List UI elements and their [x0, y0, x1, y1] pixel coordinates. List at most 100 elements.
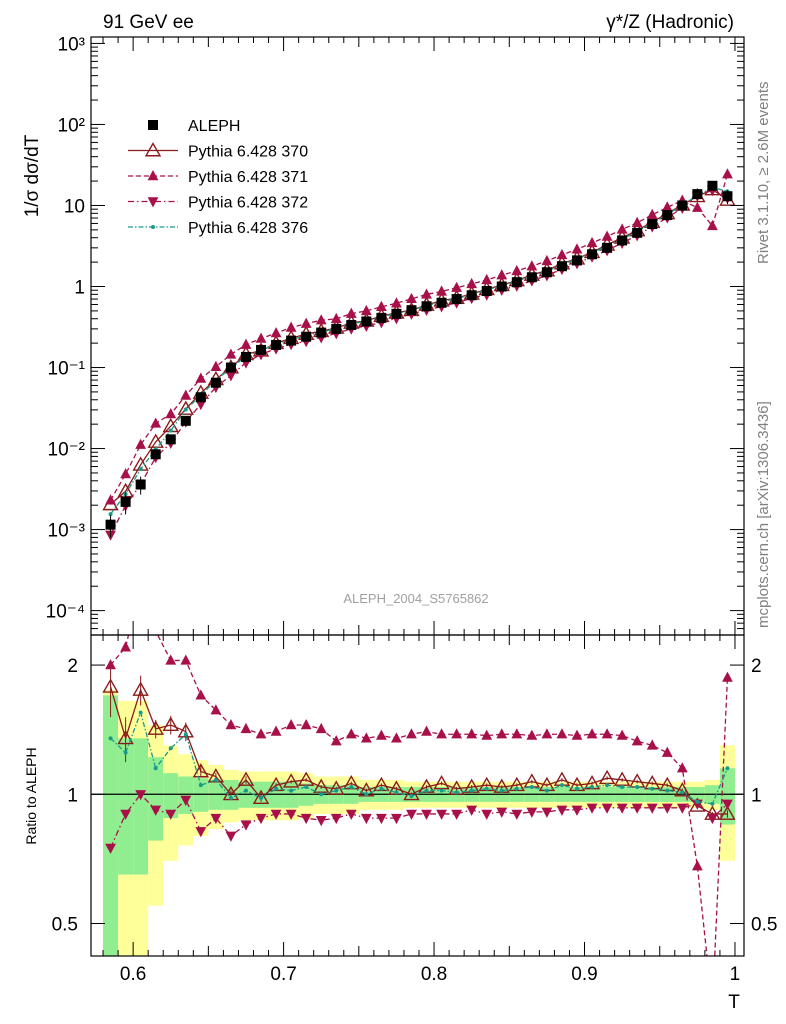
ratio-point: [556, 728, 568, 739]
ratio-point: [165, 654, 177, 665]
aleph-point: [526, 272, 537, 283]
ratio-point: [330, 735, 342, 746]
ratio-point: [496, 728, 508, 739]
legend-label: Pythia 6.428 372: [188, 195, 308, 212]
main-point: [138, 467, 143, 472]
main-point: [255, 332, 267, 343]
aleph-point: [120, 496, 131, 507]
ratio-point: [586, 728, 598, 739]
main-point: [571, 243, 583, 254]
ratio-ytick-label-right: 0.5: [751, 914, 777, 935]
ratio-point: [319, 792, 324, 797]
main-point: [722, 168, 733, 179]
main-point: [661, 201, 673, 212]
ratio-point: [345, 728, 357, 739]
ratio-point: [360, 813, 372, 825]
ratio-point: [138, 710, 143, 715]
ratio-series: [102, 635, 736, 1011]
main-point: [285, 321, 297, 332]
ratio-point: [544, 788, 549, 793]
ratio-point: [259, 796, 264, 801]
ratio-line-3: [110, 710, 729, 805]
ratio-point: [192, 763, 210, 778]
main-ytick-label: 10⁻⁴: [46, 602, 85, 623]
legend-marker: [147, 197, 159, 208]
ratio-point: [511, 728, 523, 739]
aleph-point: [271, 339, 282, 350]
main-point: [481, 273, 493, 285]
main-point: [691, 201, 703, 212]
ratio-point: [300, 813, 312, 825]
main-point: [526, 260, 538, 271]
ratio-point: [225, 719, 237, 730]
ratio-ytick-label-right: 1: [751, 785, 762, 806]
ratio-point: [409, 794, 414, 799]
legend: ALEPH Pythia 6.428 370 Pythia 6.428 371 Pyt…: [128, 118, 308, 237]
ratio-point: [198, 783, 203, 788]
main-ytick-label: 10³: [58, 34, 85, 55]
ratio-point: [312, 778, 330, 793]
ratio-point: [360, 732, 372, 743]
ratio-point: [466, 728, 478, 739]
xtick-label: 0.7: [270, 964, 296, 985]
ratio-point: [345, 809, 357, 820]
ratio-point: [436, 809, 447, 820]
ratio-point: [631, 803, 643, 814]
ratio-point: [631, 735, 643, 746]
main-ytick-label: 10⁻¹: [48, 359, 86, 380]
ratio-point: [590, 784, 595, 789]
axis-ticks: 10⁻⁴ 10⁻³ 10⁻² 10⁻¹ 1 10 10² 10³ 0.5 0.5 1 1 2 2 0.6 0.…: [46, 34, 778, 985]
inner-band-bin: [103, 695, 119, 956]
ratio-line-2: [109, 793, 728, 849]
ratio-point: [421, 809, 432, 820]
ratio-point: [391, 813, 402, 825]
header-left-title: 91 GeV ee: [103, 12, 194, 33]
main-y-axis-label: 1/σ dσ/dT: [22, 134, 43, 217]
ratio-point: [646, 739, 658, 750]
ratio-point: [605, 783, 610, 788]
ratio-point: [680, 790, 685, 795]
ratio-point: [454, 790, 459, 795]
main-point: [270, 327, 282, 338]
ratio-point: [514, 786, 519, 791]
ratio-point: [315, 816, 327, 827]
aleph-point: [256, 344, 267, 355]
main-point: [300, 317, 312, 328]
ratio-point: [285, 809, 297, 820]
ratio-point: [180, 654, 192, 665]
ratio-point: [243, 788, 248, 793]
ratio-point: [496, 807, 508, 818]
main-ytick-label: 10⁻³: [48, 521, 86, 542]
ratio-point: [255, 813, 267, 825]
ratio-point: [168, 746, 173, 751]
ratio-point: [635, 784, 640, 789]
main-point: [225, 348, 237, 359]
aleph-point: [331, 323, 342, 334]
ratio-point: [707, 813, 718, 825]
ratio-point: [195, 689, 207, 700]
aleph-point: [466, 290, 477, 301]
ratio-point: [601, 803, 613, 814]
ratio-point: [665, 788, 670, 793]
main-series: [102, 168, 736, 541]
legend-label: Pythia 6.428 371: [188, 169, 308, 186]
ratio-point: [556, 805, 568, 816]
aleph-point: [210, 377, 221, 388]
ratio-point: [451, 728, 463, 739]
ratio-point: [646, 803, 658, 814]
aleph-point: [451, 294, 462, 305]
ratio-point: [180, 795, 192, 806]
ratio-point: [707, 1001, 718, 1011]
aleph-point: [662, 210, 673, 221]
main-point: [586, 236, 598, 248]
inner-band-bin: [178, 776, 194, 814]
ratio-point: [162, 716, 179, 731]
ratio-point: [722, 671, 733, 682]
ratio-point: [240, 820, 252, 831]
ratio-point: [436, 728, 447, 739]
aleph-point: [556, 261, 567, 272]
aleph-point: [677, 200, 688, 211]
main-line-3: [110, 186, 728, 515]
ratio-point: [135, 790, 147, 801]
aleph-point: [150, 449, 161, 460]
